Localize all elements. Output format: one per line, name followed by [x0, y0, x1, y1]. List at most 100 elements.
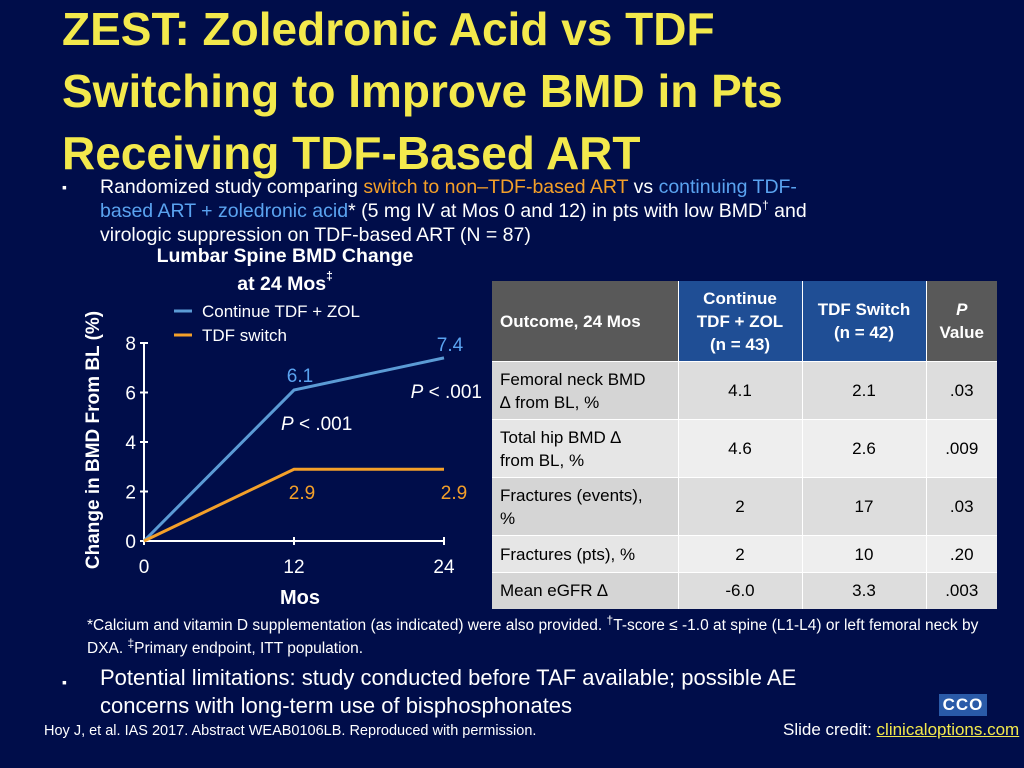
outcomes-table: Outcome, 24 Mos Continue TDF + ZOL (n = …	[492, 281, 997, 609]
bullet-line-2: based ART + zoledronic acid* (5 mg IV at…	[100, 199, 807, 223]
credit-label: Slide credit:	[783, 720, 877, 739]
cell-text: Mean eGFR ∆	[500, 581, 608, 601]
chart-title-text: at 24 Mos	[237, 273, 327, 295]
header-text: Continue	[703, 288, 777, 308]
p-value-annotation: P < .001	[411, 382, 482, 403]
header-text: (n = 43)	[710, 334, 770, 354]
p-italic: P	[281, 414, 294, 435]
title-line-3: Receiving TDF-Based ART	[62, 127, 641, 179]
credit-link[interactable]: clinicaloptions.com	[876, 720, 1020, 739]
footnote-mark: †	[762, 198, 769, 212]
p-value-cell: .03	[926, 361, 997, 420]
bullet-line-2: concerns with long-term use of bisphosph…	[100, 693, 573, 718]
chart-title-line-2: at 24 Mos‡	[120, 270, 450, 298]
header-text: Value	[939, 323, 984, 342]
bullet-text: * (5 mg IV at Mos 0 and 12) in pts with …	[348, 200, 763, 222]
footnote: *Calcium and vitamin D supplementation (…	[87, 614, 997, 660]
outcome-cell: Fractures (events),%	[492, 477, 679, 536]
switch-cell: 17	[802, 477, 927, 536]
title-line-2: Switching to Improve BMD in Pts	[62, 65, 783, 117]
header-outcome: Outcome, 24 Mos	[492, 281, 679, 362]
chart-title-line-1: Lumbar Spine BMD Change	[156, 245, 414, 267]
table-row: Mean eGFR ∆ -6.0 3.3 .003	[492, 572, 997, 609]
y-tick-label: 6	[125, 384, 136, 405]
zol-cell: 4.6	[678, 419, 803, 478]
outcome-cell: Fractures (pts), %	[492, 535, 679, 573]
y-tick-label: 8	[125, 334, 136, 355]
footnote-text: Primary endpoint, ITT population.	[134, 640, 364, 657]
x-tick-label: 12	[283, 557, 304, 578]
header-switch: TDF Switch (n = 42)	[802, 281, 927, 362]
footnote-mark: ‡	[326, 269, 333, 283]
data-label: 2.9	[289, 483, 315, 504]
switch-arm-text: switch to non–TDF-based ART	[363, 176, 629, 198]
cco-logo: CCO	[939, 694, 987, 716]
bullet-line-1: Potential limitations: study conducted b…	[100, 665, 797, 690]
switch-cell: 3.3	[802, 572, 927, 609]
cell-text: %	[500, 508, 516, 528]
bullet-marker: ▪	[62, 179, 67, 195]
cell-text: Total hip BMD ∆	[500, 427, 621, 447]
cell-text: from BL, %	[500, 450, 585, 470]
zol-cell: 4.1	[678, 361, 803, 420]
p-italic: P	[411, 382, 424, 403]
title-line-1: ZEST: Zoledronic Acid vs TDF	[62, 3, 715, 55]
switch-cell: 2.6	[802, 419, 927, 478]
footnote-text: T-score ≤ -1.0 at spine (L1-L4) or left …	[87, 617, 979, 657]
slide-credit: Slide credit: clinicaloptions.com	[783, 720, 1019, 740]
cell-text: Femoral neck BMD	[500, 369, 646, 389]
page-title: ZEST: Zoledronic Acid vs TDF Switching t…	[62, 0, 962, 184]
switch-cell: 2.1	[802, 361, 927, 420]
table-row: Total hip BMD ∆ from BL, % 4.6 2.6 .009	[492, 419, 997, 478]
zol-arm-text-cont: based ART + zoledronic acid	[100, 200, 349, 222]
series-line-switch	[143, 467, 444, 543]
outcome-cell: Total hip BMD ∆ from BL, %	[492, 419, 679, 478]
header-text: P	[956, 300, 968, 319]
series-line-zol	[142, 356, 445, 543]
zol-arm-text: continuing TDF-	[658, 176, 797, 198]
bullet-marker: ▪	[62, 674, 67, 690]
x-axis-label: Mos	[280, 587, 320, 609]
outcome-cell: Mean eGFR ∆	[492, 572, 679, 609]
zol-cell: -6.0	[678, 572, 803, 609]
zol-cell: 2	[678, 477, 803, 536]
table-header-row: Outcome, 24 Mos Continue TDF + ZOL (n = …	[492, 281, 997, 362]
table-row: Fractures (pts), % 2 10 .20	[492, 535, 997, 573]
header-p-value: P Value	[926, 281, 997, 362]
footnote-mark: ‡	[127, 636, 135, 650]
legend-label: Continue TDF + ZOL	[202, 302, 360, 321]
chart-title: Lumbar Spine BMD Change at 24 Mos‡	[120, 242, 450, 298]
bullet-text: vs	[628, 176, 659, 198]
y-tick-label: 2	[125, 483, 136, 504]
footnote-text: *Calcium and vitamin D supplementation (…	[87, 617, 607, 634]
citation: Hoy J, et al. IAS 2017. Abstract WEAB010…	[44, 723, 537, 739]
y-axis-label: Change in BMD From BL (%)	[83, 311, 104, 569]
header-text: (n = 42)	[834, 323, 894, 342]
table-row: Femoral neck BMD ∆ from BL, % 4.1 2.1 .03	[492, 361, 997, 420]
cell-text: Fractures (pts), %	[500, 544, 636, 564]
footnote-mark: †	[606, 613, 614, 627]
bullet-line-3: virologic suppression on TDF-based ART (…	[100, 224, 531, 246]
cell-text: Fractures (events),	[500, 485, 643, 505]
switch-cell: 10	[802, 535, 927, 573]
data-label: 2.9	[441, 483, 467, 504]
p-value-cell: .20	[926, 535, 997, 573]
data-label: 6.1	[287, 366, 313, 387]
x-tick-label: 0	[139, 557, 150, 578]
zol-cell: 2	[678, 535, 803, 573]
p-value-text: < .001	[294, 414, 353, 435]
p-value-cell: .003	[926, 572, 997, 609]
p-value-cell: .03	[926, 477, 997, 536]
header-zol: Continue TDF + ZOL (n = 43)	[678, 281, 803, 362]
p-value-annotation: P < .001	[281, 414, 352, 435]
x-tick-label: 24	[433, 557, 455, 578]
bullet-line-1: Randomized study comparing switch to non…	[100, 175, 797, 199]
bullet-text: and	[768, 200, 807, 222]
y-tick-label: 4	[125, 433, 136, 454]
y-tick-label: 0	[125, 532, 136, 553]
header-text: TDF Switch	[817, 300, 911, 319]
outcome-cell: Femoral neck BMD ∆ from BL, %	[492, 361, 679, 420]
cell-text: ∆ from BL, %	[500, 392, 600, 412]
p-value-text: < .001	[423, 382, 482, 403]
